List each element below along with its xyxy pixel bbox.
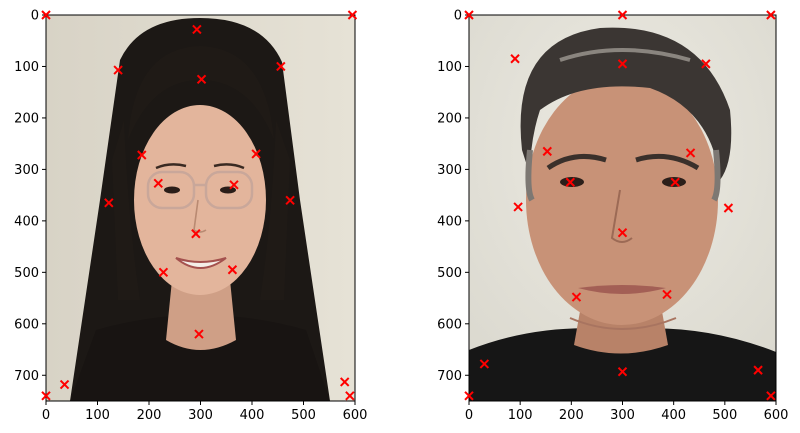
landmark-marker: [670, 177, 680, 187]
portrait-woman-photo: [46, 15, 355, 401]
x-tick-label: 600: [764, 408, 789, 423]
y-tick-label: 700: [437, 369, 462, 384]
x-tick-label: 0: [465, 408, 473, 423]
right-subplot: 0 100 200 300 400 500 600 0 100 200 300 400 500 600 70…: [437, 9, 788, 424]
landmark-marker: [479, 359, 490, 369]
landmark-marker: [41, 391, 51, 401]
landmark-marker: [194, 329, 204, 339]
axis-ticks-right: 0 100 200 300 400 500 600 0 100 200 300 400 500 600 70…: [437, 9, 788, 424]
y-tick-label: 100: [14, 60, 39, 75]
landmark-marker: [339, 377, 350, 387]
landmark-marker: [158, 267, 169, 278]
landmark-marker: [513, 202, 523, 212]
landmark-marker: [662, 289, 672, 300]
axis-ticks-left: 0 100 200 300 400 500 600 0 100 200 300 400 500 600 70…: [14, 9, 367, 424]
x-tick-label: 100: [508, 408, 533, 423]
landmark-marker: [464, 10, 474, 20]
data-markers-left: [41, 10, 358, 401]
x-tick-label: 300: [610, 408, 635, 423]
landmark-marker: [766, 10, 776, 20]
x-tick-label: 100: [85, 408, 110, 423]
landmark-marker: [285, 195, 295, 205]
landmark-marker: [766, 391, 776, 401]
landmark-marker: [571, 292, 582, 302]
landmark-marker: [701, 59, 711, 69]
landmark-marker: [276, 61, 286, 72]
landmark-marker: [113, 65, 123, 75]
landmark-marker: [753, 365, 763, 375]
landmark-marker: [41, 10, 51, 20]
landmark-marker: [345, 391, 355, 401]
landmark-marker: [510, 54, 520, 64]
landmark-marker: [464, 391, 474, 401]
y-tick-label: 500: [14, 266, 39, 281]
landmark-marker: [542, 146, 552, 157]
y-tick-label: 0: [454, 9, 462, 24]
y-tick-label: 600: [437, 317, 462, 332]
landmark-marker: [59, 379, 70, 390]
landmark-marker: [565, 177, 576, 187]
y-tick-label: 200: [14, 111, 39, 126]
x-tick-label: 200: [559, 408, 584, 423]
x-tick-label: 400: [661, 408, 686, 423]
data-markers-right: [464, 10, 776, 401]
x-tick-label: 500: [291, 408, 316, 423]
landmark-marker: [347, 10, 358, 20]
x-tick-label: 300: [188, 408, 213, 423]
y-tick-label: 300: [437, 163, 462, 178]
landmark-marker: [617, 10, 628, 20]
landmark-marker: [617, 227, 628, 238]
landmark-marker: [617, 59, 628, 69]
landmark-marker: [723, 203, 734, 213]
landmark-marker: [153, 178, 163, 189]
landmark-marker: [251, 149, 261, 159]
landmark-marker: [617, 366, 628, 377]
landmark-marker: [104, 198, 114, 208]
y-tick-label: 200: [437, 111, 462, 126]
y-tick-label: 600: [14, 317, 39, 332]
y-tick-label: 400: [14, 214, 39, 229]
landmark-marker: [196, 74, 207, 85]
portrait-man-photo: [469, 15, 776, 401]
landmark-marker: [191, 229, 201, 239]
left-subplot: 0 100 200 300 400 500 600 0 100 200 300 400 500 600 70…: [14, 9, 367, 424]
landmark-marker: [227, 265, 238, 275]
x-tick-label: 200: [137, 408, 162, 423]
landmark-marker: [137, 150, 147, 160]
x-tick-label: 500: [712, 408, 737, 423]
y-tick-label: 400: [437, 214, 462, 229]
x-tick-label: 0: [42, 408, 50, 423]
landmark-marker: [685, 148, 696, 158]
x-tick-label: 400: [240, 408, 265, 423]
x-tick-label: 600: [343, 408, 368, 423]
landmark-marker: [229, 180, 239, 190]
y-tick-label: 100: [437, 60, 462, 75]
y-tick-label: 300: [14, 163, 39, 178]
y-tick-label: 0: [31, 9, 39, 24]
y-tick-label: 500: [437, 266, 462, 281]
landmark-marker: [192, 24, 202, 35]
y-tick-label: 700: [14, 369, 39, 384]
